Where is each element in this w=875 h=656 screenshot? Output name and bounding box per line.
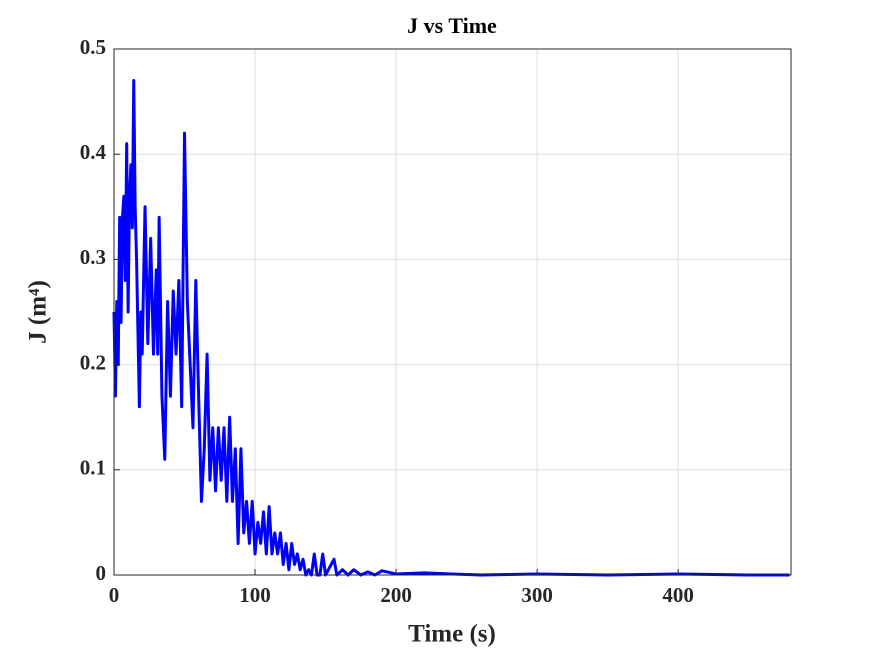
x-tick-label: 400: [662, 583, 694, 607]
y-tick-label: 0.4: [80, 140, 107, 164]
chart-title: J vs Time: [407, 13, 497, 38]
plot-area: [114, 49, 791, 575]
x-tick-label: 300: [521, 583, 553, 607]
y-tick-label: 0.1: [80, 456, 106, 480]
y-tick-label: 0: [96, 561, 107, 585]
y-tick-label: 0.2: [80, 350, 106, 374]
y-tick-label: 0.3: [80, 245, 106, 269]
y-tick-label: 0.5: [80, 35, 106, 59]
lines: [112, 79, 790, 577]
x-tick-label: 200: [380, 583, 412, 607]
data-line: [112, 79, 790, 577]
x-tick-label: 0: [109, 583, 120, 607]
y-axis-label: J (m⁴): [25, 280, 52, 344]
axes-box: [113, 48, 792, 576]
x-axis-label: Time (s): [408, 621, 496, 648]
x-tick-label: 100: [239, 583, 271, 607]
